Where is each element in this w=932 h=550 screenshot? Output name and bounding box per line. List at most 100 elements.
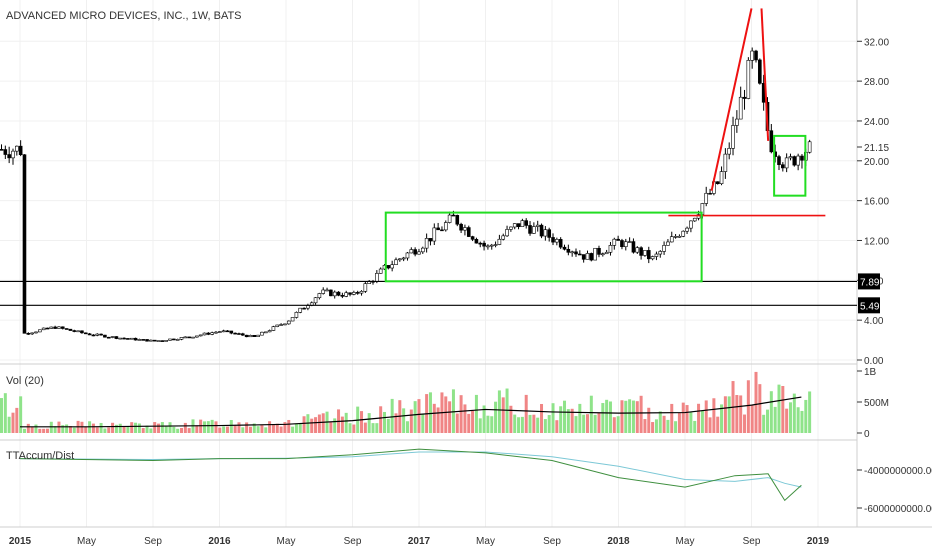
volume-bar: [168, 422, 172, 433]
price-tick-label: 32.00: [864, 37, 889, 48]
candle-body: [608, 245, 613, 253]
volume-bar: [559, 406, 563, 433]
volume-bar: [524, 394, 528, 433]
candle-body: [290, 317, 295, 322]
volume-bar: [65, 424, 69, 433]
volume-bar: [555, 420, 559, 433]
candle-body: [325, 289, 329, 292]
candle-body: [57, 326, 61, 329]
volume-bar: [298, 423, 302, 433]
price-axis[interactable]: 0.004.008.0012.0016.0020.0024.0028.0032.…: [857, 37, 889, 367]
chart-title: ADVANCED MICRO DEVICES, INC., 1W, BATS: [6, 10, 242, 22]
candle-body: [474, 239, 479, 244]
volume-bar: [662, 415, 666, 433]
candle-body: [719, 171, 724, 184]
candle-body: [386, 265, 391, 269]
time-axis[interactable]: 2015 May Sep 2016 May Sep 2017 May Sep 2018 May Sep…: [9, 536, 830, 547]
candle-body: [106, 336, 111, 339]
candle-body: [244, 334, 249, 338]
volume-bar: [597, 412, 601, 433]
volume-bar: [291, 426, 295, 433]
volume-bar: [271, 424, 275, 433]
volume-bar: [631, 400, 635, 433]
volume-bar: [390, 398, 394, 433]
volume-bar: [15, 407, 19, 433]
candle-body: [214, 331, 218, 334]
candle-body: [627, 241, 632, 243]
time-tick-label: Sep: [543, 536, 561, 547]
candle-body: [516, 223, 521, 228]
candle-body: [187, 336, 191, 339]
candle-body: [60, 326, 65, 329]
volume-bar: [769, 391, 773, 433]
candle-body: [463, 227, 467, 231]
candle-body: [413, 249, 417, 255]
candle-body: [723, 153, 728, 172]
candle-body: [252, 334, 257, 337]
volume-bar: [383, 411, 386, 433]
volume-bar: [796, 407, 800, 433]
candle-body: [15, 145, 19, 152]
volume-bar: [371, 423, 375, 433]
candle-body: [746, 60, 751, 99]
price-tick-label: 4.00: [864, 316, 884, 327]
candle-body: [781, 164, 785, 169]
volume-bar: [750, 405, 754, 433]
volume-bar: [520, 416, 524, 433]
volume-bar: [582, 414, 586, 433]
candle-body: [191, 336, 195, 339]
candle-body: [738, 96, 743, 120]
last-price-label: 21.15: [864, 143, 889, 154]
candle-body: [512, 223, 517, 228]
candle-body: [260, 331, 264, 336]
volume-bar: [666, 419, 670, 433]
volume-bar: [0, 398, 3, 433]
candle-body: [658, 251, 663, 255]
volume-bar: [654, 419, 658, 433]
candle-body: [248, 334, 253, 338]
candle-body: [543, 229, 548, 237]
candle-body: [237, 333, 241, 335]
candle-body: [727, 148, 732, 155]
volume-bar: [363, 422, 367, 433]
candle-body: [440, 229, 444, 232]
volume-bar: [574, 416, 578, 433]
candle-body: [570, 251, 574, 254]
candle-body: [528, 225, 532, 234]
volume-bar: [808, 391, 812, 433]
volume-bar: [700, 410, 704, 433]
volume-bar: [436, 407, 440, 433]
candle-body: [489, 244, 494, 247]
candle-body: [110, 336, 115, 338]
candle-body: [344, 292, 349, 297]
volume-bar: [287, 419, 291, 433]
volume-bar: [375, 423, 379, 433]
volume-bar: [608, 401, 612, 433]
time-tick-label: 2019: [807, 536, 830, 547]
candle-body: [118, 337, 123, 340]
candle-body: [478, 242, 483, 245]
candle-body: [432, 227, 437, 242]
volume-bar: [417, 399, 421, 433]
volume-bar: [677, 412, 681, 433]
volume-bar: [635, 401, 639, 433]
volume-bar: [206, 421, 210, 433]
candle-body: [329, 289, 333, 297]
candle-body: [271, 326, 276, 331]
candle-body: [509, 226, 513, 230]
volume-bar: [743, 414, 747, 433]
candle-body: [769, 130, 774, 153]
candle-body: [313, 297, 318, 304]
volume-bar: [501, 397, 505, 433]
overlays: [0, 8, 857, 306]
volume-bar: [164, 425, 168, 433]
volume-bar: [720, 404, 724, 433]
candle-body: [375, 273, 379, 282]
trend-line: [710, 8, 753, 191]
candle-body: [394, 259, 398, 266]
volume-bar: [137, 423, 141, 433]
grid: [0, 0, 857, 527]
candle-body: [777, 156, 781, 165]
candle-body: [141, 339, 146, 341]
